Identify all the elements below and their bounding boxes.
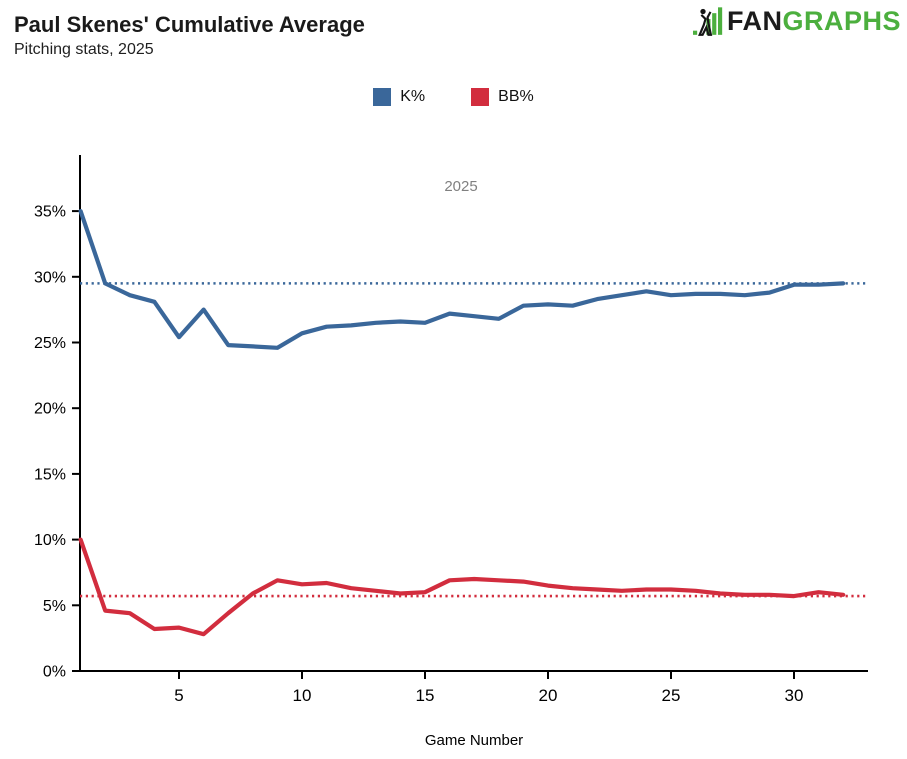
logo-fan-text: FAN [726,6,783,36]
fangraphs-logo-text: FANGRAPHS [727,6,901,37]
page-subtitle: Pitching stats, 2025 [14,41,154,58]
x-tick-label: 20 [539,686,558,705]
series-bb-pct [78,537,866,637]
chart-header: Paul Skenes' Cumulative Average Pitching… [14,12,893,59]
x-tick-label: 15 [416,686,435,705]
k-pct-legend-label: K% [400,88,426,105]
year-annotation: 2025 [444,178,477,195]
x-tick-label: 25 [662,686,681,705]
y-tick-label: 20% [34,401,66,418]
page-title: Paul Skenes' Cumulative Average [14,12,365,37]
series-k-pct [78,208,866,350]
fangraphs-batter-icon [692,7,723,36]
y-tick-label: 30% [34,269,66,286]
chart-canvas: 2025 0% 5% 10% 15% 20% 25% 30% 35% 5 10 15 20 25 30 Gam… [0,130,907,759]
legend-item-k-pct: K% [373,88,425,106]
y-tick-label: 35% [34,204,66,221]
y-tick-label: 0% [43,664,66,681]
y-tick-label: 15% [34,466,66,483]
x-axis-title: Game Number [425,732,523,749]
data-line [78,537,846,637]
fangraphs-logo: FANGRAPHS [692,6,901,37]
x-tick-label: 10 [293,686,312,705]
y-tick-label: 10% [34,532,66,549]
y-tick-label: 25% [34,335,66,352]
bb-pct-legend-label: BB% [498,88,534,105]
axes: 0%5%10%15%20%25%30%35%5 10 15 20 25 30 [34,155,868,705]
data-line [78,208,846,350]
bb-pct-legend-swatch [471,88,490,106]
chart-legend: K% BB% [0,88,907,106]
x-tick-label: 30 [785,686,804,705]
legend-item-bb-pct: BB% [471,88,534,106]
x-tick-label: 5 [174,686,183,705]
logo-graphs-text: GRAPHS [782,6,901,36]
y-tick-label: 5% [43,598,66,615]
k-pct-legend-swatch [373,88,392,106]
